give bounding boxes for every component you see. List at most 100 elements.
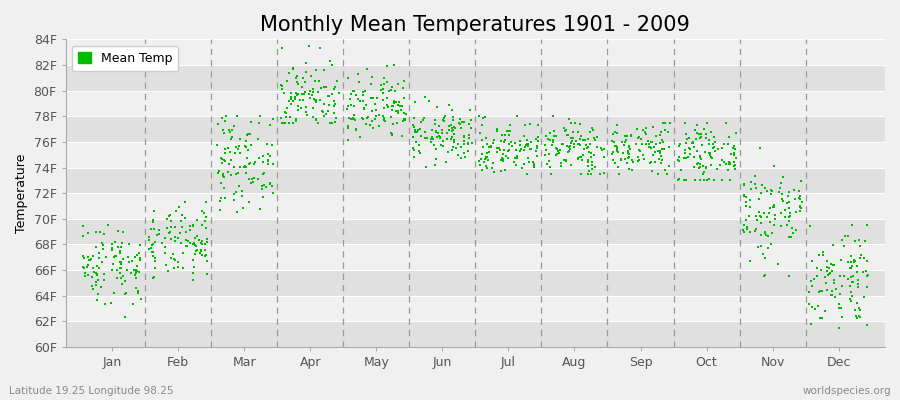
- Point: [513, 142, 527, 148]
- Point: [530, 153, 544, 160]
- Point: [655, 139, 670, 145]
- Point: [565, 138, 580, 144]
- Point: [498, 132, 512, 138]
- Point: [574, 154, 589, 160]
- Point: [407, 154, 421, 161]
- Point: [479, 134, 493, 141]
- Point: [242, 198, 256, 205]
- Point: [540, 161, 554, 167]
- Point: [291, 90, 305, 97]
- Point: [158, 244, 173, 250]
- Point: [149, 231, 164, 238]
- Point: [307, 96, 321, 102]
- Point: [198, 217, 212, 224]
- Point: [651, 171, 665, 177]
- Point: [282, 120, 296, 126]
- Point: [680, 155, 694, 161]
- Point: [658, 167, 672, 174]
- Point: [451, 152, 465, 158]
- Point: [461, 140, 475, 146]
- Point: [370, 94, 384, 101]
- Point: [850, 269, 864, 276]
- Point: [698, 165, 713, 171]
- Point: [698, 164, 713, 170]
- Point: [343, 96, 357, 102]
- Point: [412, 150, 427, 156]
- Point: [860, 272, 875, 279]
- Point: [682, 151, 697, 158]
- Point: [391, 102, 405, 108]
- Point: [850, 314, 864, 321]
- Point: [702, 141, 716, 147]
- Point: [706, 134, 721, 141]
- Point: [539, 147, 554, 154]
- Point: [312, 78, 327, 84]
- Point: [392, 80, 406, 87]
- Point: [131, 269, 146, 276]
- Point: [309, 67, 323, 74]
- Point: [567, 141, 581, 148]
- Point: [758, 229, 772, 235]
- Point: [130, 252, 145, 258]
- Point: [212, 207, 227, 213]
- Point: [681, 135, 696, 142]
- Point: [610, 148, 625, 154]
- Point: [181, 238, 195, 245]
- Point: [280, 105, 294, 112]
- Point: [274, 82, 288, 88]
- Point: [219, 195, 233, 201]
- Point: [693, 161, 707, 168]
- Point: [479, 162, 493, 169]
- Point: [560, 143, 574, 149]
- Point: [329, 78, 344, 84]
- Point: [118, 278, 132, 284]
- Point: [256, 171, 270, 178]
- Point: [582, 168, 597, 174]
- Point: [688, 177, 702, 184]
- Point: [109, 253, 123, 260]
- Point: [146, 218, 160, 225]
- Point: [260, 158, 274, 164]
- Point: [776, 198, 790, 204]
- Point: [529, 148, 544, 154]
- Point: [576, 152, 590, 158]
- Point: [445, 124, 459, 131]
- Point: [243, 131, 257, 137]
- Point: [240, 155, 255, 162]
- Point: [842, 276, 856, 282]
- Point: [118, 290, 132, 297]
- Point: [298, 88, 312, 95]
- Point: [158, 249, 172, 256]
- Point: [620, 133, 634, 139]
- Point: [559, 158, 573, 164]
- Point: [376, 90, 391, 96]
- Point: [648, 158, 662, 165]
- Point: [574, 171, 589, 177]
- Point: [441, 148, 455, 155]
- Point: [446, 144, 460, 150]
- Point: [657, 120, 671, 126]
- Point: [679, 131, 693, 137]
- Point: [763, 205, 778, 212]
- Point: [490, 149, 504, 156]
- Point: [566, 129, 580, 135]
- Point: [780, 221, 795, 228]
- Point: [520, 141, 535, 148]
- Point: [529, 144, 544, 151]
- Point: [782, 214, 796, 220]
- Point: [607, 139, 621, 146]
- Point: [637, 155, 652, 162]
- Point: [727, 162, 742, 169]
- Point: [85, 274, 99, 280]
- Point: [457, 134, 472, 140]
- Point: [144, 225, 158, 232]
- Point: [351, 96, 365, 102]
- Point: [394, 107, 409, 113]
- Point: [773, 184, 788, 191]
- Point: [406, 121, 420, 128]
- Point: [520, 140, 535, 147]
- Point: [407, 147, 421, 153]
- Point: [496, 156, 510, 162]
- Point: [325, 90, 339, 97]
- Point: [211, 120, 225, 127]
